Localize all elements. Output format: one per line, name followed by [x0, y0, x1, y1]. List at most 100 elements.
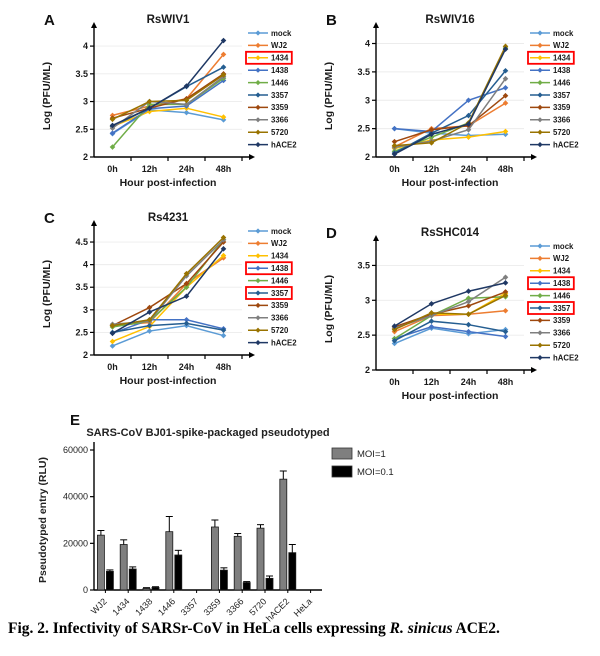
y-tick-label: 0 — [83, 585, 88, 595]
legend-item-label: hACE2 — [271, 140, 297, 149]
series-marker — [428, 140, 435, 146]
series-line — [394, 95, 506, 143]
legend-marker — [537, 67, 543, 73]
legend-item-label: 1438 — [271, 66, 289, 75]
bar — [128, 568, 137, 591]
legend-item-label: 5720 — [553, 341, 571, 350]
series-marker — [220, 114, 227, 120]
series-marker — [109, 122, 116, 129]
legend-swatch — [331, 447, 353, 460]
x-tick-label: 12h — [424, 164, 440, 174]
legend-red-box — [245, 261, 293, 276]
legend-marker — [537, 330, 543, 336]
legend-marker — [537, 92, 543, 98]
series-line — [112, 75, 224, 129]
x-axis-label: Hour post-infection — [120, 177, 217, 189]
y-tick-label: 2 — [365, 152, 370, 162]
series-line — [112, 40, 225, 127]
series-marker — [428, 310, 435, 316]
y-tick-label: 4 — [83, 260, 88, 270]
series-marker — [183, 109, 190, 116]
legend-item-label: hACE2 — [553, 353, 579, 362]
y-tick-label: 20000 — [63, 538, 88, 548]
series-marker — [428, 300, 435, 307]
series-line — [112, 257, 224, 327]
y-tick-label: 2 — [83, 350, 88, 360]
y-tick-label: 2 — [83, 152, 88, 162]
caption-species-italic: R. sinicus — [389, 620, 453, 637]
bar — [256, 527, 265, 591]
series-marker — [502, 128, 509, 135]
legend-item-label: MOI=1 — [357, 449, 386, 460]
series-marker — [146, 328, 153, 334]
x-tick-label: 0h — [107, 362, 118, 372]
legend-marker — [537, 342, 543, 348]
x-tick-label: 48h — [498, 164, 514, 174]
series-line — [394, 70, 507, 154]
series-marker — [391, 138, 398, 145]
legend-marker — [537, 243, 543, 249]
series-marker — [465, 126, 472, 133]
series-line — [394, 327, 506, 345]
series-marker — [502, 274, 509, 281]
y-tick-label: 3.5 — [75, 69, 88, 79]
series-marker — [220, 72, 227, 78]
series-marker — [502, 280, 509, 286]
chart-title: RsSHC014 — [421, 227, 480, 239]
x-tick-label: 3359 — [202, 596, 223, 617]
line-chart-rswiv16: 2 2.5 3 3.5 4 0h 12h 24h 48h RsWIV16 Log (PFU/ML) H… — [323, 14, 579, 189]
legend-marker — [537, 142, 543, 148]
legend-red-box — [527, 50, 575, 65]
x-tick-label: 24h — [461, 377, 477, 387]
y-tick-label: 3 — [365, 295, 370, 305]
caption-suffix: ACE2. — [452, 620, 500, 637]
x-tick-label: 48h — [498, 377, 514, 387]
line-chart-rsshc014: 2 2.5 3 3.5 0h 12h 24h 48h RsSHC014 Log (PFU/ML) H… — [323, 227, 579, 402]
x-tick-label: 1438 — [133, 596, 154, 617]
panel-a: A 2 2.5 3 3.5 4 0h 12h 24h 48h RsWIV1 Log (PFU/ML)… — [30, 4, 315, 202]
legend-swatch — [331, 465, 353, 478]
series-marker — [502, 43, 509, 50]
legend-item-label: 3357 — [271, 91, 288, 100]
legend-marker — [537, 305, 543, 311]
series-marker — [465, 303, 472, 309]
x-tick-label: HeLa — [292, 596, 314, 618]
legend-red-box — [527, 276, 575, 291]
legend-marker — [255, 67, 261, 73]
line-chart-rs4231: 2 2.5 3 3.5 4 4.5 0h 12h 24h 48h Rs4231 Log (PFU/ML… — [41, 212, 297, 387]
legend-item-label: mock — [553, 242, 574, 251]
legend-item-label: WJ2 — [553, 41, 570, 50]
legend-marker — [537, 30, 543, 36]
legend-marker — [255, 129, 261, 135]
x-tick-label: hACE2 — [264, 596, 291, 623]
series-line — [394, 320, 506, 342]
series-marker — [183, 83, 190, 89]
series-marker — [465, 112, 472, 119]
series-line — [112, 324, 224, 347]
y-tick-label: 2.5 — [75, 327, 88, 337]
legend-marker — [537, 268, 543, 274]
legend-marker — [255, 253, 261, 259]
y-axis-arrow — [373, 235, 379, 241]
series-marker — [465, 311, 472, 318]
bar — [174, 554, 183, 591]
panel-b: B 2 2.5 3 3.5 4 0h 12h 24h 48h RsWIV16 Log (PFU/ML… — [312, 4, 597, 202]
legend-item-label: mock — [271, 227, 292, 236]
x-axis-arrow — [531, 367, 537, 373]
legend-item-label: 1446 — [271, 276, 289, 285]
x-axis-arrow — [531, 154, 537, 160]
bar — [106, 570, 114, 591]
panel-b-letter: B — [326, 12, 337, 29]
series-line — [394, 296, 506, 340]
legend-marker — [537, 293, 543, 299]
caption-prefix: Fig. 2. Infectivity of SARSr-CoV in HeLa… — [8, 620, 390, 637]
legend-item-label: WJ2 — [271, 239, 288, 248]
y-tick-label: 3.5 — [357, 260, 370, 270]
legend-item-label: 3357 — [553, 91, 570, 100]
series-line — [112, 107, 224, 128]
series-marker — [391, 151, 398, 157]
legend-item-label: 3359 — [553, 316, 571, 325]
bar — [219, 569, 228, 591]
x-tick-label: 0h — [107, 164, 118, 174]
bar — [210, 526, 219, 591]
